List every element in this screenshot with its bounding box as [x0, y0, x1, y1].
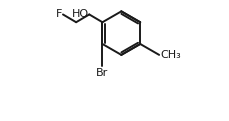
Text: F: F	[56, 9, 62, 19]
Text: HO: HO	[71, 9, 88, 19]
Text: CH₃: CH₃	[159, 50, 180, 60]
Text: Br: Br	[96, 68, 108, 78]
